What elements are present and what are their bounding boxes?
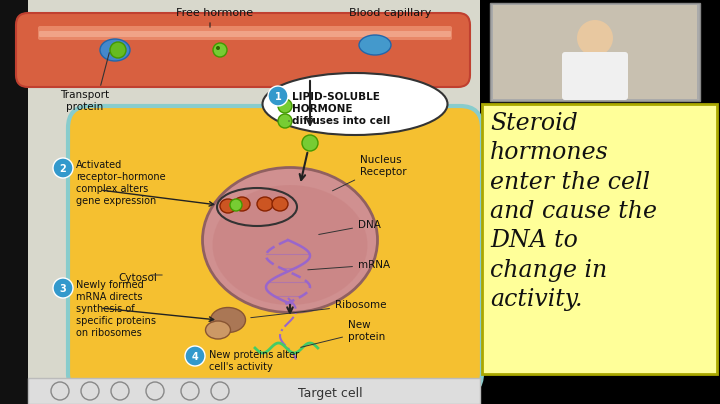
- Circle shape: [53, 158, 73, 178]
- Text: Steroid
hormones
enter the cell
and cause the
DNA to
change in
activity.: Steroid hormones enter the cell and caus…: [490, 112, 657, 311]
- FancyBboxPatch shape: [38, 26, 452, 40]
- Ellipse shape: [212, 185, 367, 305]
- Circle shape: [185, 346, 205, 366]
- Ellipse shape: [100, 39, 130, 61]
- FancyBboxPatch shape: [39, 31, 451, 37]
- Circle shape: [268, 86, 288, 106]
- Text: Activated
receptor–hormone
complex alters
gene expression: Activated receptor–hormone complex alter…: [76, 160, 166, 206]
- Circle shape: [302, 135, 318, 151]
- Text: Target cell: Target cell: [297, 387, 362, 400]
- Text: 2: 2: [60, 164, 66, 173]
- Circle shape: [110, 42, 126, 58]
- Circle shape: [213, 43, 227, 57]
- Text: New
protein: New protein: [301, 320, 385, 347]
- Circle shape: [216, 46, 220, 50]
- FancyBboxPatch shape: [16, 13, 470, 87]
- FancyBboxPatch shape: [493, 5, 697, 99]
- Polygon shape: [0, 0, 480, 404]
- Ellipse shape: [359, 35, 391, 55]
- Text: Nucleus
Receptor: Nucleus Receptor: [333, 156, 407, 191]
- Circle shape: [577, 20, 613, 56]
- Text: DNA: DNA: [319, 220, 381, 234]
- Text: Transport
protein: Transport protein: [60, 90, 109, 112]
- Text: Free hormone: Free hormone: [176, 8, 253, 18]
- FancyBboxPatch shape: [490, 3, 700, 101]
- Text: 1: 1: [274, 92, 282, 102]
- Text: 4: 4: [192, 351, 199, 362]
- Circle shape: [278, 99, 292, 113]
- Text: Ribosome: Ribosome: [251, 300, 387, 318]
- FancyBboxPatch shape: [28, 378, 480, 404]
- Text: mRNA: mRNA: [307, 260, 390, 270]
- Polygon shape: [0, 0, 28, 404]
- Text: Blood capillary: Blood capillary: [348, 8, 431, 18]
- FancyBboxPatch shape: [68, 106, 482, 395]
- Ellipse shape: [234, 197, 250, 211]
- Ellipse shape: [257, 197, 273, 211]
- Text: LIPID-SOLUBLE
HORMONE
diffuses into cell: LIPID-SOLUBLE HORMONE diffuses into cell: [292, 92, 390, 126]
- FancyBboxPatch shape: [482, 104, 717, 374]
- FancyBboxPatch shape: [562, 52, 628, 100]
- Ellipse shape: [210, 307, 246, 332]
- Ellipse shape: [202, 168, 377, 313]
- Ellipse shape: [272, 197, 288, 211]
- Text: Cytosol: Cytosol: [118, 273, 157, 283]
- Text: 3: 3: [60, 284, 66, 293]
- Ellipse shape: [205, 321, 230, 339]
- Ellipse shape: [263, 73, 448, 135]
- Circle shape: [278, 114, 292, 128]
- Circle shape: [230, 199, 242, 211]
- Text: New proteins alter
cell's activity: New proteins alter cell's activity: [209, 350, 299, 372]
- Circle shape: [53, 278, 73, 298]
- Text: Newly formed
mRNA directs
synthesis of
specific proteins
on ribosomes: Newly formed mRNA directs synthesis of s…: [76, 280, 156, 338]
- Ellipse shape: [220, 199, 236, 213]
